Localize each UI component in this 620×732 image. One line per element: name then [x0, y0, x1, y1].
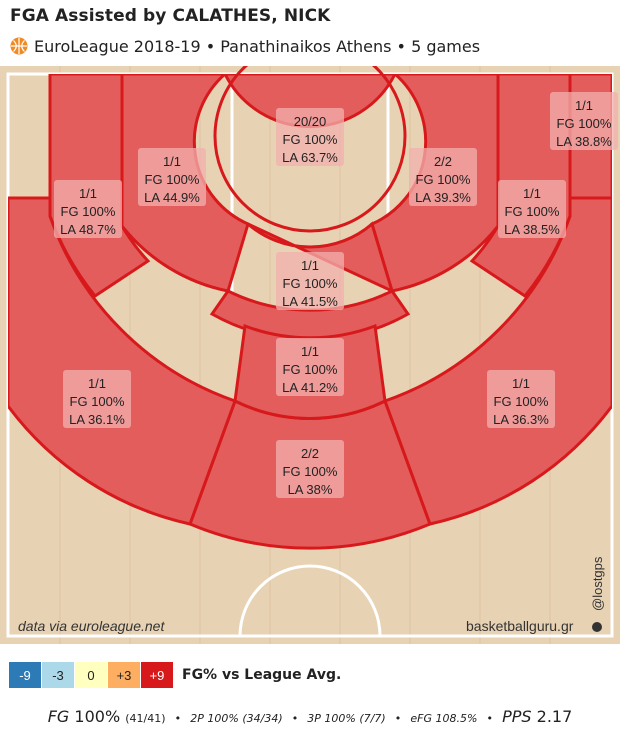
zone-la: LA 36.1% [69, 412, 125, 427]
handle-credit: @lostgps [590, 556, 605, 611]
zone-borders [213, 66, 407, 233]
zone-label-bg [276, 252, 344, 310]
euroleague-ball-icon [10, 37, 28, 55]
pps-label: PPS [502, 707, 532, 726]
zone-label-top-key-mid: 1/1 FG 100% LA 41.5% [276, 252, 344, 310]
legend-label: FG% vs League Avg. [182, 667, 342, 683]
legend-item--3: -3 [42, 662, 75, 688]
zone-la: LA 38.8% [556, 134, 612, 149]
zone-made-attempts: 1/1 [575, 98, 593, 113]
zone-fg: FG 100% [283, 464, 338, 479]
legend-item-0: 0 [75, 662, 108, 688]
zone-fg: FG 100% [70, 394, 125, 409]
fg-value: 100% [74, 707, 121, 726]
zone-made-attempts: 1/1 [88, 376, 106, 391]
zone-made-attempts: 1/1 [523, 186, 541, 201]
zone-fg: FG 100% [416, 172, 471, 187]
zone-fg: FG 100% [494, 394, 549, 409]
zone-fg: FG 100% [145, 172, 200, 187]
zone-fg: FG 100% [283, 132, 338, 147]
zone-label-bg [63, 370, 131, 428]
zone-label-bg [54, 180, 122, 238]
zone-label-top-three: 2/2 FG 100% LA 38% [276, 440, 344, 498]
zone-la: LA 39.3% [415, 190, 471, 205]
zone-label-top-elbow-long-mid: 1/1 FG 100% LA 41.2% [276, 338, 344, 396]
zone-label-bg [276, 108, 344, 166]
zone-made-attempts: 1/1 [301, 258, 319, 273]
zone-la: LA 63.7% [282, 150, 338, 165]
zone-la: LA 41.2% [282, 380, 338, 395]
site-credit: basketballguru.gr [466, 618, 574, 634]
legend-item-+9: +9 [141, 662, 174, 688]
zone-made-attempts: 1/1 [163, 154, 181, 169]
zone-label-bg [276, 338, 344, 396]
fg-label: FG [47, 707, 70, 726]
zone-label-bg [276, 440, 344, 498]
zone-label-bg [487, 370, 555, 428]
zone-labels: 20/20 FG 100% LA 63.7% 1/1 FG 100% LA 44.9% 2/… [54, 92, 618, 498]
zone-fg: FG 100% [283, 362, 338, 377]
zone-label-right-wing-three: 1/1 FG 100% LA 36.3% [487, 370, 555, 428]
summary-stats: FG 100% (41/41) • 2P 100% (34/34) • 3P 1… [47, 707, 573, 726]
legend-item-+3: +3 [108, 662, 141, 688]
zone-made-attempts: 1/1 [512, 376, 530, 391]
zone-label-restricted-area: 20/20 FG 100% LA 63.7% [276, 108, 344, 166]
zone-fg: FG 100% [61, 204, 116, 219]
zone-la: LA 48.7% [60, 222, 116, 237]
zone-label-bg [138, 148, 206, 206]
zone-fg: FG 100% [505, 204, 560, 219]
pps-value: 2.17 [536, 707, 573, 726]
zone-label-paint-right: 2/2 FG 100% LA 39.3% [409, 148, 477, 206]
three-point-stat: 3P 100% (7/7) [307, 712, 386, 725]
zone-fg: FG 100% [283, 276, 338, 291]
zone-made-attempts: 20/20 [294, 114, 327, 129]
zone-la: LA 36.3% [493, 412, 549, 427]
efg-stat: eFG 108.5% [410, 712, 478, 725]
zone-label-left-baseline-mid: 1/1 FG 100% LA 48.7% [54, 180, 122, 238]
zone-la: LA 38.5% [504, 222, 560, 237]
zone-la: LA 38% [288, 482, 333, 497]
zone-label-right-corner-three: 1/1 FG 100% LA 38.8% [550, 92, 618, 150]
shot-chart: 20/20 FG 100% LA 63.7% 1/1 FG 100% LA 44.9% 2/… [0, 66, 620, 644]
zone-la: LA 41.5% [282, 294, 338, 309]
legend: -9 -3 0 +3 +9 FG% vs League Avg. [9, 662, 341, 688]
zone-made-attempts: 2/2 [301, 446, 319, 461]
zone-label-left-wing-three: 1/1 FG 100% LA 36.1% [63, 370, 131, 428]
data-source-credit: data via euroleague.net [18, 618, 165, 634]
zone-la: LA 44.9% [144, 190, 200, 205]
zone-fg: FG 100% [557, 116, 612, 131]
zone-label-bg [498, 180, 566, 238]
fg-counts: (41/41) [125, 712, 166, 725]
zone-label-right-baseline-mid: 1/1 FG 100% LA 38.5% [498, 180, 566, 238]
chart-title: FGA Assisted by CALATHES, NICK [10, 6, 331, 26]
zone-label-bg [409, 148, 477, 206]
zone-made-attempts: 2/2 [434, 154, 452, 169]
legend-item--9: -9 [9, 662, 42, 688]
basketball-icon [592, 622, 602, 632]
chart-subtitle: EuroLeague 2018-19 • Panathinaikos Athen… [34, 37, 481, 56]
zone-label-bg [550, 92, 618, 150]
zone-label-paint-left: 1/1 FG 100% LA 44.9% [138, 148, 206, 206]
two-point-stat: 2P 100% (34/34) [190, 712, 283, 725]
zone-made-attempts: 1/1 [79, 186, 97, 201]
zone-made-attempts: 1/1 [301, 344, 319, 359]
